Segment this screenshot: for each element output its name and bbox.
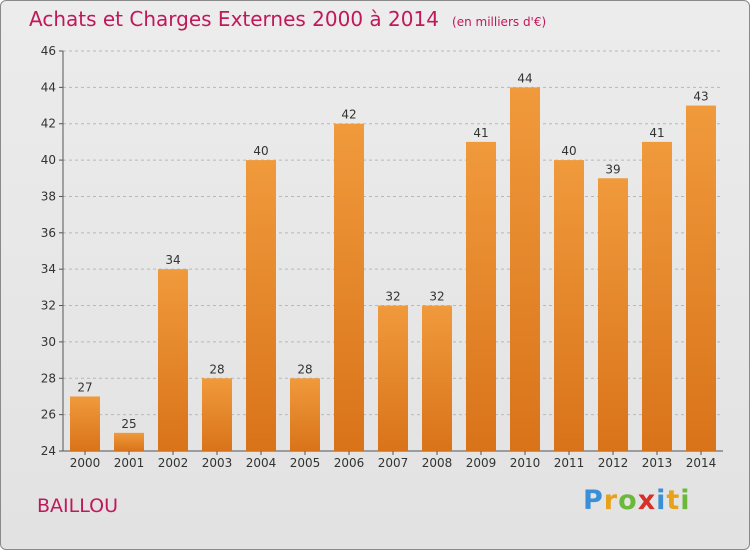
- bar: [642, 141, 672, 451]
- data-label: 32: [429, 290, 444, 304]
- x-tick-label: 2003: [202, 456, 233, 470]
- data-label: 25: [121, 417, 136, 431]
- data-label: 43: [693, 90, 708, 104]
- y-tick-labels: 24 26 28 30 32 34 36 38 40 42 44 46: [41, 44, 56, 458]
- x-tick-label: 2014: [686, 456, 717, 470]
- chart-title-block: Achats et Charges Externes 2000 à 2014 (…: [29, 7, 546, 31]
- bar: [466, 141, 496, 451]
- bar: [70, 396, 100, 451]
- y-tick-label: 46: [41, 44, 56, 58]
- data-label: 28: [209, 362, 224, 376]
- y-tick-label: 28: [41, 371, 56, 385]
- x-tick-label: 2006: [334, 456, 365, 470]
- bar: [686, 105, 716, 451]
- y-tick-label: 36: [41, 226, 56, 240]
- y-tick-label: 42: [41, 117, 56, 131]
- brand-letter: t: [666, 485, 681, 516]
- bar: [202, 378, 232, 451]
- x-tick-label: 2007: [378, 456, 409, 470]
- data-label: 32: [385, 290, 400, 304]
- bars: [70, 87, 716, 452]
- bar: [246, 160, 276, 451]
- x-tick-label: 2013: [642, 456, 673, 470]
- data-label: 28: [297, 362, 312, 376]
- brand-letter: x: [637, 485, 657, 516]
- brand-logo: Proxiti: [583, 485, 691, 516]
- x-tick-label: 2012: [598, 456, 629, 470]
- x-tick-labels: 2000 2001 2002 2003 2004 2005 2006 2007 2008 2009…: [70, 451, 717, 470]
- y-tick-label: 24: [41, 444, 56, 458]
- x-tick-label: 2005: [290, 456, 321, 470]
- y-tick-label: 32: [41, 299, 56, 313]
- bar: [290, 378, 320, 451]
- bar: [554, 160, 584, 451]
- x-tick-label: 2002: [158, 456, 189, 470]
- data-label: 39: [605, 162, 620, 176]
- brand-letter: i: [656, 485, 667, 516]
- x-tick-label: 2011: [554, 456, 585, 470]
- x-tick-label: 2010: [510, 456, 541, 470]
- bar: [158, 269, 188, 451]
- chart-title: Achats et Charges Externes 2000 à 2014: [29, 7, 439, 31]
- brand-letter: i: [680, 485, 691, 516]
- x-tick-label: 2009: [466, 456, 497, 470]
- y-tick-label: 26: [41, 408, 56, 422]
- y-tick-label: 34: [41, 262, 56, 276]
- brand-letter: r: [603, 485, 619, 516]
- data-label: 41: [473, 126, 488, 140]
- bar: [598, 178, 628, 452]
- data-label: 34: [165, 253, 180, 267]
- brand-letter: o: [618, 485, 638, 516]
- data-label: 27: [77, 380, 92, 394]
- data-label: 40: [561, 144, 576, 158]
- bar: [334, 123, 364, 452]
- y-tick-label: 44: [41, 80, 56, 94]
- commune-name: BAILLOU: [37, 495, 118, 517]
- chart-unit: (en milliers d'€): [452, 15, 547, 29]
- y-tick-label: 40: [41, 153, 56, 167]
- bar: [422, 305, 452, 451]
- bar: [510, 87, 540, 451]
- data-label: 40: [253, 144, 268, 158]
- data-label: 41: [649, 126, 664, 140]
- data-labels: 27 25 34 28 40 28 42 32 32 41 44 40 39 41 43: [77, 71, 708, 430]
- x-tick-label: 2001: [114, 456, 145, 470]
- x-tick-label: 2000: [70, 456, 101, 470]
- brand-letter: P: [583, 485, 604, 516]
- data-label: 42: [341, 108, 356, 122]
- data-label: 44: [517, 71, 532, 85]
- bar: [378, 305, 408, 451]
- x-tick-label: 2004: [246, 456, 277, 470]
- x-tick-label: 2008: [422, 456, 453, 470]
- y-tick-label: 30: [41, 335, 56, 349]
- y-tick-label: 38: [41, 189, 56, 203]
- bar: [114, 432, 144, 451]
